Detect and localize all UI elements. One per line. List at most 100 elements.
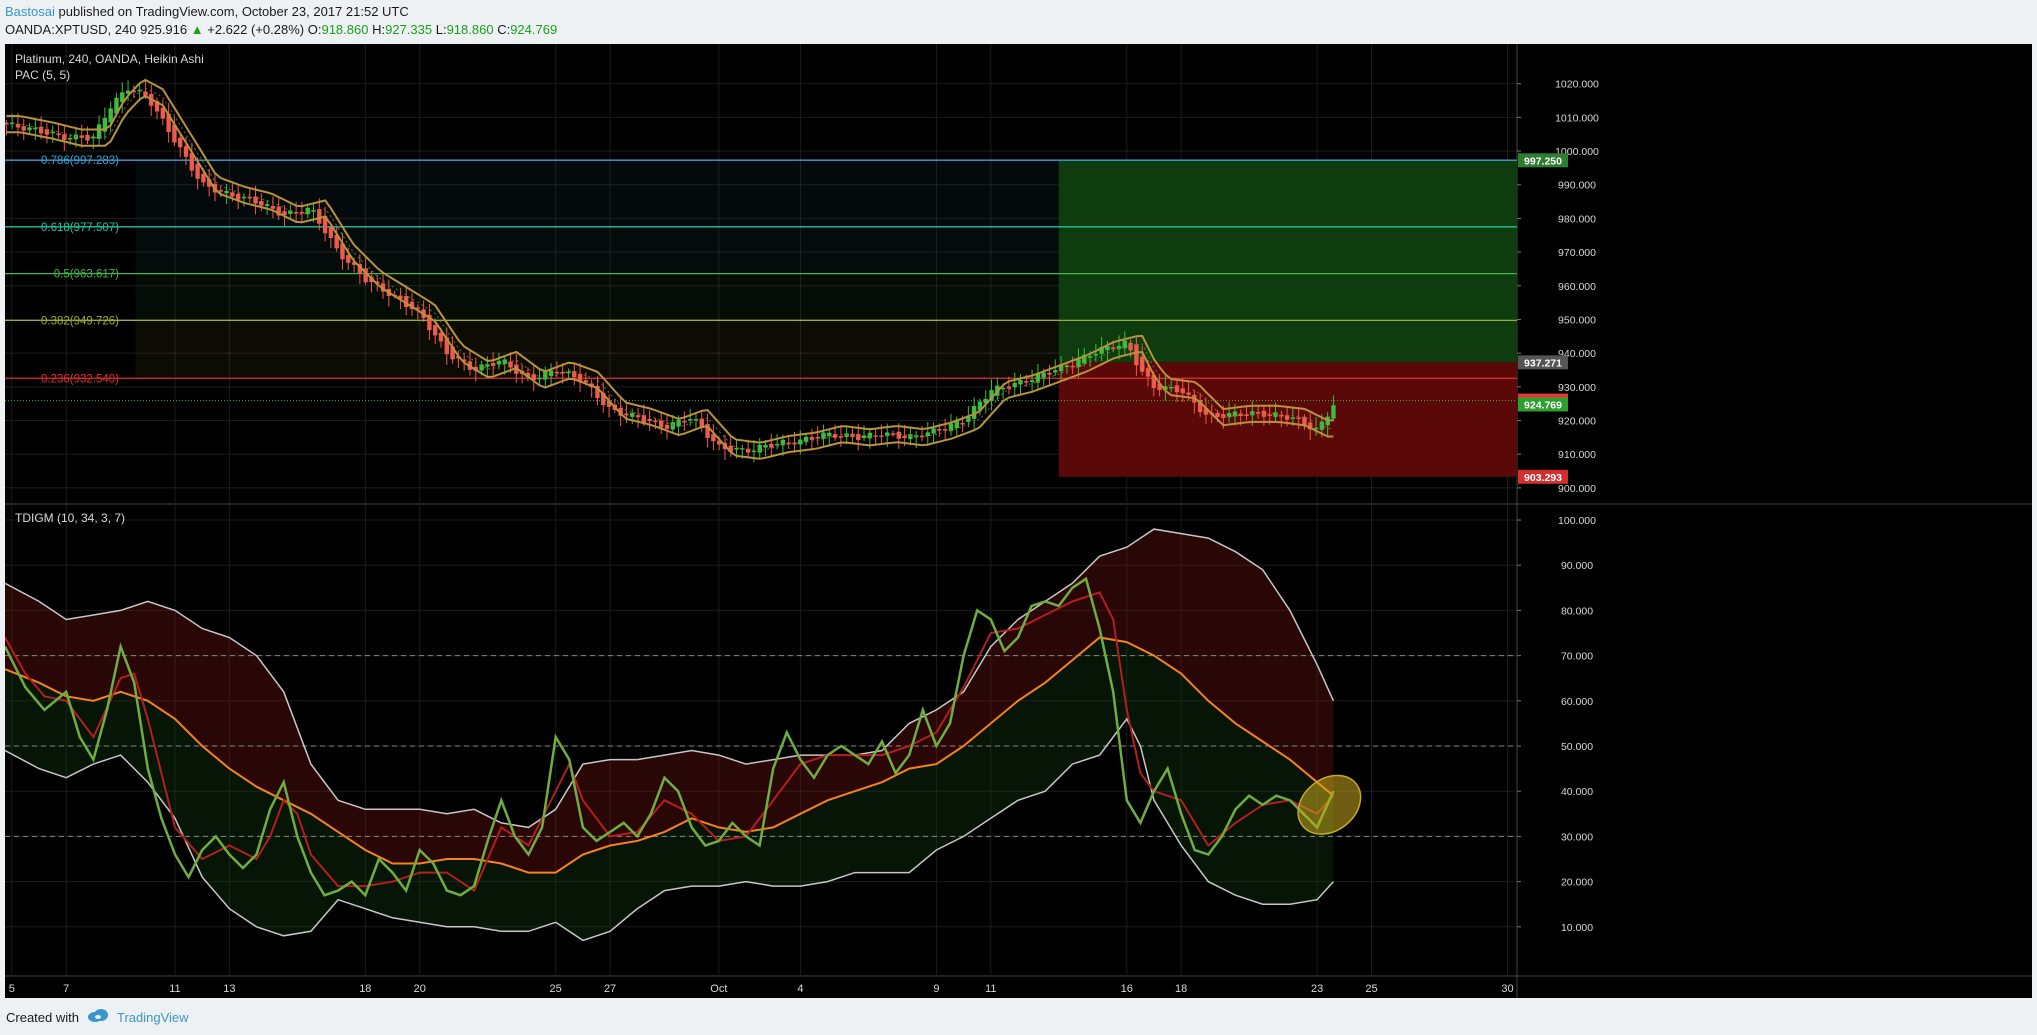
candle-body	[1331, 405, 1336, 419]
tdi-rsi-line	[5, 576, 1335, 898]
low-label: L:	[435, 22, 447, 37]
candle-body	[85, 134, 90, 141]
candle-body	[1226, 412, 1232, 418]
candle-body	[896, 431, 902, 439]
candle-body	[125, 90, 131, 94]
candle-body	[322, 215, 328, 234]
candle-body	[971, 405, 977, 419]
candle-body	[1163, 386, 1168, 390]
x-tick-label: 16	[1121, 983, 1133, 995]
candle-body	[1041, 372, 1046, 378]
candle-body	[508, 361, 513, 368]
candle-body	[1006, 386, 1012, 389]
candle-body	[525, 372, 531, 378]
price-tick-label: 970.000	[1558, 247, 1596, 259]
candle-body	[664, 424, 670, 429]
candle-body	[230, 192, 235, 197]
tdi-upper-band	[5, 528, 1335, 829]
candle-body	[1076, 359, 1081, 368]
x-tick-label: 7	[63, 983, 69, 995]
x-tick-label: 11	[169, 983, 180, 995]
candle-body	[334, 234, 339, 249]
candle-body	[635, 415, 641, 418]
candle-body	[780, 439, 786, 446]
ohlc-line: OANDA:XPTUSD, 240 925.916 ▲ +2.622 (+0.2…	[5, 22, 557, 37]
candle-body	[102, 117, 108, 132]
candle-body	[1087, 356, 1093, 358]
candle-body	[1047, 372, 1052, 375]
candle-body	[496, 360, 502, 365]
candle-body	[583, 380, 589, 383]
low-value: 918.860	[446, 22, 494, 37]
candle-body	[398, 295, 403, 299]
candle-body	[9, 122, 15, 125]
candle-body	[687, 419, 693, 421]
candle-body	[490, 363, 496, 366]
fib-level-label: 0.5(963.617)	[54, 269, 119, 281]
close-value: 924.769	[510, 22, 558, 37]
candle-body	[1250, 411, 1255, 416]
candle-body	[925, 432, 930, 437]
candle-body	[351, 262, 357, 265]
candle-body	[728, 445, 733, 452]
x-tick-label: 18	[359, 983, 371, 995]
tradingview-cloud-icon[interactable]	[86, 1007, 110, 1026]
tradingview-brand-link[interactable]: TradingView	[117, 1010, 189, 1025]
tdi-tick-label: 90.000	[1561, 560, 1593, 572]
candle-body	[50, 131, 55, 134]
candle-body	[1261, 410, 1267, 417]
candle-body	[479, 364, 484, 371]
candle-body	[1197, 400, 1203, 413]
candle-body	[699, 418, 704, 428]
candle-body	[299, 211, 305, 214]
candle-body	[259, 201, 264, 206]
candle-body	[705, 424, 710, 438]
candle-body	[711, 434, 716, 442]
candle-body	[67, 138, 73, 140]
footer: Created with TradingView	[0, 998, 2037, 1035]
candle-body	[1279, 415, 1284, 417]
candle-body	[1018, 380, 1023, 385]
candle-body	[572, 371, 577, 378]
candle-body	[693, 419, 699, 421]
candle-body	[1064, 365, 1070, 368]
candle-body	[716, 440, 722, 445]
candle-body	[908, 434, 913, 440]
candle-body	[288, 210, 293, 214]
open-value: 918.860	[321, 22, 369, 37]
candle-body	[1180, 388, 1185, 394]
fib-level-label: 0.786(997.283)	[41, 155, 119, 167]
close-label: C:	[497, 22, 511, 37]
candle-body	[902, 435, 907, 438]
tdi-base-line	[5, 636, 1335, 874]
candle-body	[1116, 345, 1122, 349]
x-tick-label: 9	[933, 983, 939, 995]
author-link[interactable]: Bastosai	[5, 4, 55, 19]
chart-svg[interactable]: Platinum, 240, OANDA, Heikin Ashi PAC (5…	[5, 44, 2032, 998]
fib-level-label: 0.382(949.726)	[41, 315, 119, 327]
candle-body	[73, 134, 79, 140]
chart-area[interactable]: Platinum, 240, OANDA, Heikin Ashi PAC (5…	[5, 44, 2032, 998]
price-tick-label: 930.000	[1558, 382, 1596, 394]
x-tick-label: 25	[550, 983, 562, 995]
candle-body	[1070, 365, 1075, 368]
candle-body	[919, 435, 925, 438]
candle-body	[1232, 411, 1238, 417]
candle-body	[33, 127, 38, 130]
tdi-signal-line	[5, 591, 1335, 893]
candle-body	[885, 432, 890, 437]
candle-body	[137, 89, 142, 92]
candle-body	[438, 332, 444, 342]
candle-body	[38, 126, 44, 134]
candle-body	[270, 206, 276, 209]
candle-body	[1000, 387, 1006, 390]
candle-body	[537, 377, 542, 380]
candle-body	[832, 434, 838, 438]
tdi-tick-label: 50.000	[1561, 741, 1593, 753]
candle-body	[966, 416, 971, 422]
candle-body	[444, 337, 449, 355]
candle-body	[166, 113, 171, 133]
candle-body	[821, 432, 826, 439]
price-tick-label: 1020.000	[1555, 79, 1599, 91]
candle-body	[543, 371, 548, 380]
